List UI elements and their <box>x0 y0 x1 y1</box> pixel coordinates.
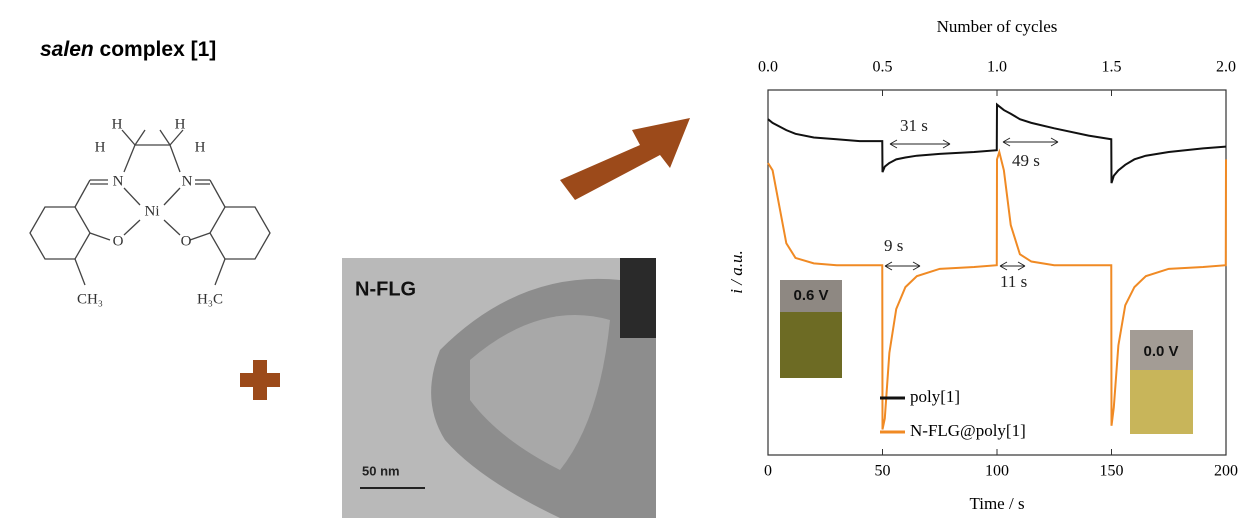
x2-tick-label: 1.0 <box>987 59 1007 76</box>
x-tick-label: 200 <box>1214 463 1238 480</box>
atom: CH₃ <box>77 291 103 307</box>
atom: H <box>112 116 123 132</box>
x-tick-label: 50 <box>875 463 891 480</box>
molecule-title: salen complex [1] <box>40 38 216 61</box>
tem-image: N-FLG 50 nm <box>342 258 656 518</box>
x-tick-label: 0 <box>764 463 772 480</box>
molecule-structure: H H H H N N Ni O O CH₃ H₃C <box>30 116 270 307</box>
vial-photo: 0.6 V <box>780 280 842 378</box>
x2-tick-label: 0.5 <box>873 59 893 76</box>
x-tick-label: 150 <box>1100 463 1124 480</box>
vial-photo: 0.0 V <box>1130 330 1193 434</box>
atom: N <box>182 173 193 189</box>
atom: O <box>181 233 192 249</box>
scale-label: 50 nm <box>362 463 400 478</box>
atom: H <box>195 139 206 155</box>
x-tick-label: 100 <box>985 463 1009 480</box>
x2-axis-title: Number of cycles <box>937 17 1058 36</box>
inset-label: 0.0 V <box>1143 343 1178 360</box>
legend-label: N-FLG@poly[1] <box>910 421 1026 440</box>
x2-tick-label: 2.0 <box>1216 59 1236 76</box>
annotation: 9 s <box>884 236 903 255</box>
tem-label: N-FLG <box>355 278 416 300</box>
atom: H <box>95 139 106 155</box>
molecule-name-italic: salen <box>40 38 94 61</box>
atom: H <box>175 116 186 132</box>
x2-tick-label: 0.0 <box>758 59 778 76</box>
y-axis-title: i / a.u. <box>727 250 746 293</box>
annotation: 49 s <box>1012 151 1040 170</box>
annotation: 31 s <box>900 116 928 135</box>
arrow <box>560 118 690 200</box>
annotation: 11 s <box>1000 272 1027 291</box>
plus-sign <box>240 360 280 400</box>
x-axis-title: Time / s <box>969 494 1024 513</box>
molecule-name: complex [1] <box>100 38 217 61</box>
figure: salen complex [1] H H H H N N Ni O O CH₃… <box>0 0 1243 520</box>
inset-label: 0.6 V <box>793 287 828 304</box>
x2-tick-label: 1.5 <box>1102 59 1122 76</box>
legend-label: poly[1] <box>910 387 960 406</box>
atom: N <box>113 173 124 189</box>
atom: H₃C <box>197 291 223 307</box>
atom: Ni <box>145 203 160 219</box>
atom: O <box>113 233 124 249</box>
